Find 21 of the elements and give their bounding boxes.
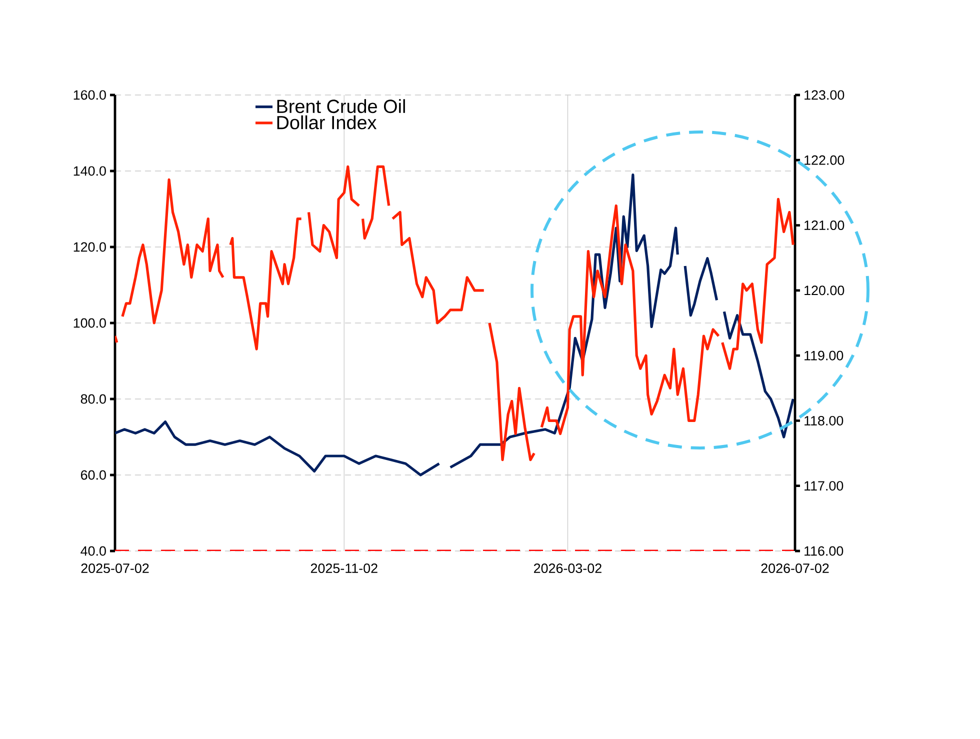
y2-tick-label: 118.00 <box>804 416 844 426</box>
x-tick-label: 2026-07-02 <box>761 564 829 574</box>
y-tick-label: 140.0 <box>74 166 106 176</box>
x-tick-label: 2025-07-02 <box>81 564 149 574</box>
y2-tick-label: 119.00 <box>804 350 844 360</box>
y2-tick-label: 123.00 <box>804 90 844 100</box>
y2-tick-label: 121.00 <box>804 220 844 230</box>
y-tick-label: 60.0 <box>80 470 106 480</box>
y-tick-label: 160.0 <box>74 90 106 100</box>
y2-tick-label: 116.00 <box>804 546 844 556</box>
x-tick-label: 2026-03-02 <box>534 564 602 574</box>
x-tick-label: 2025-11-02 <box>310 564 378 574</box>
y-tick-label: 120.0 <box>74 242 106 252</box>
legend-label: Brent Crude Oil <box>277 99 405 114</box>
y-tick-label: 80.0 <box>80 394 106 404</box>
y-tick-label: 40.0 <box>80 546 106 556</box>
legend-label: Dollar Index <box>277 115 377 130</box>
y2-tick-label: 122.00 <box>804 155 844 165</box>
y2-tick-label: 117.00 <box>804 481 844 491</box>
y2-tick-label: 120.00 <box>804 286 844 296</box>
y-tick-label: 100.0 <box>74 318 106 328</box>
